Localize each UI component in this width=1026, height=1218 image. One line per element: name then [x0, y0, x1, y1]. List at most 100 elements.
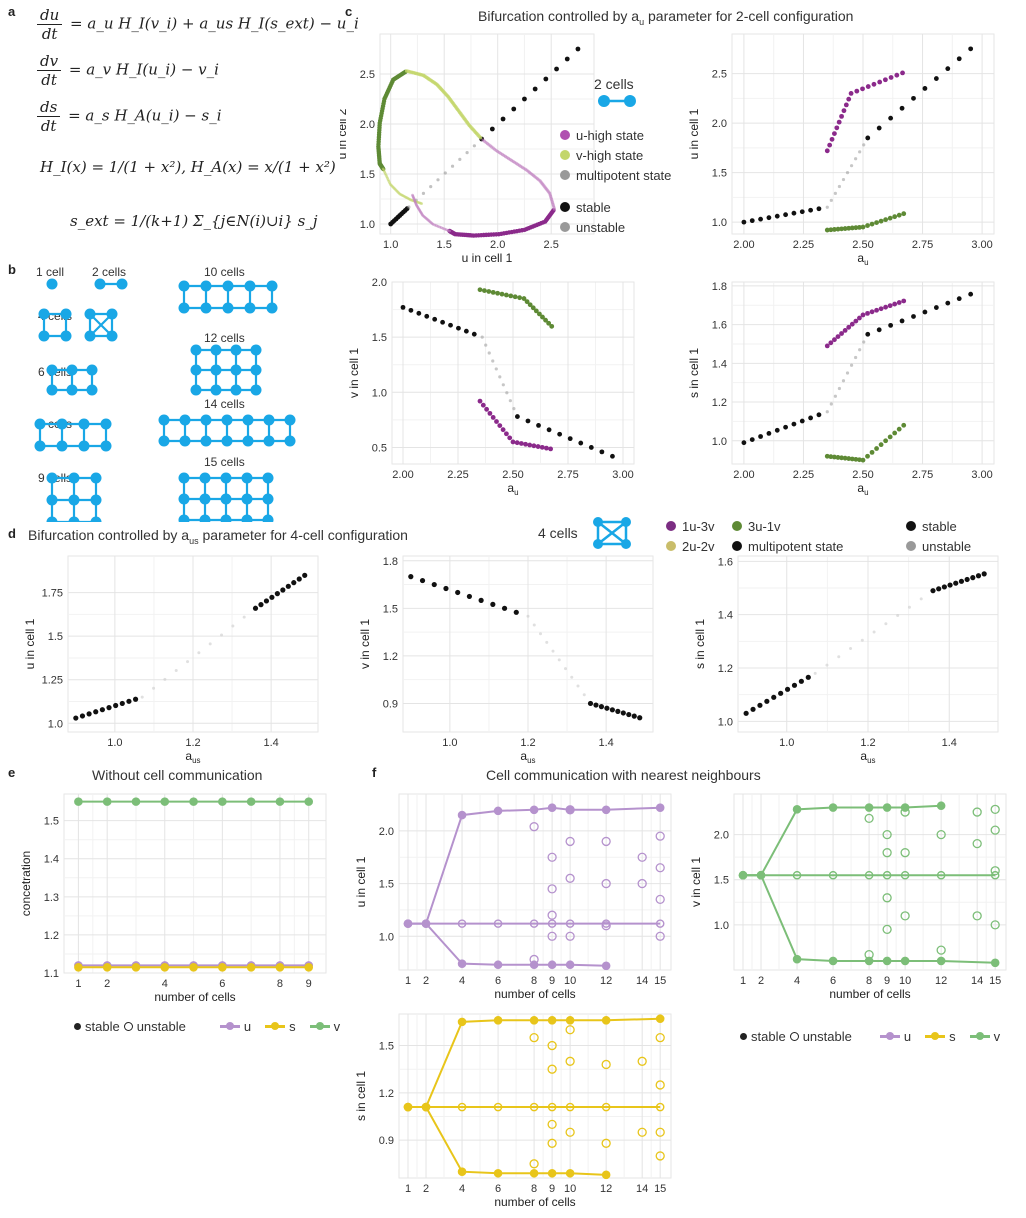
panel-c-title: Bifurcation controlled by au parameter f…	[478, 8, 853, 27]
multipotent-stable-point	[113, 702, 119, 709]
stable-point	[529, 1168, 539, 1178]
unstable-point	[637, 852, 647, 862]
unstable-point	[529, 1102, 539, 1112]
chart-f-ucell1: 1 2 4 6 8 9 10 12 14 15 1.0 1.5 2.0 number of cells u …	[354, 793, 672, 1001]
multipotent-unstable-point	[174, 668, 178, 672]
panel-label-e: e	[8, 765, 16, 780]
x-tick-label: 1.2	[185, 737, 200, 749]
unstable-point	[990, 870, 1000, 880]
legend-d-unstable: unstable	[906, 536, 971, 556]
multipotent-stable-point	[587, 700, 594, 707]
low-branch-stable-point	[857, 457, 862, 463]
stable-point	[882, 803, 892, 812]
stable-point	[246, 797, 256, 806]
high-branch-stable-point	[860, 312, 866, 318]
legend-panel-d-states: 1u-3v 3u-1v 2u-2v multipotent state	[666, 516, 843, 556]
stable-point	[493, 806, 503, 816]
high-branch-stable-point	[524, 299, 530, 305]
x-tick-label: 6	[830, 975, 836, 987]
x-tick-label: 2	[104, 978, 110, 990]
multipotent-stable-point	[455, 589, 461, 596]
high-branch-stable-point	[878, 306, 884, 312]
multipotent-stable-point	[522, 96, 527, 102]
config-10cells-node	[222, 280, 234, 292]
unstable-point	[565, 805, 575, 815]
low-branch-stable-point	[824, 227, 830, 233]
unstable-point	[655, 894, 665, 905]
multipotent-unstable-point	[545, 640, 549, 644]
stable-point	[457, 959, 467, 968]
stable-point	[218, 962, 227, 972]
config-6cells-node	[46, 364, 58, 376]
low-branch-stable-point	[828, 454, 834, 460]
multipotent-unstable-point	[494, 367, 498, 371]
unstable-point	[601, 1102, 611, 1112]
legend-c-title: 2 cells	[594, 76, 634, 92]
multipotent-stable-point	[263, 598, 270, 604]
low-branch-stable-point	[869, 449, 875, 455]
unstable-point	[655, 863, 665, 873]
x-tick-label: 1	[740, 975, 746, 987]
multipotent-stable-point	[620, 710, 626, 716]
legend-f-v-line	[969, 1031, 990, 1040]
unstable-point	[547, 1102, 557, 1112]
stable-point	[74, 962, 83, 972]
multipotent-stable-point	[466, 593, 473, 600]
config-14cells-node	[200, 435, 212, 447]
stable-point	[189, 962, 198, 972]
multipotent-unstable-point	[498, 375, 502, 379]
multipotent-stable-point	[876, 125, 882, 131]
equation-dv: dv dt = a_v H_I(u_i) − v_i	[34, 52, 219, 89]
y-axis-label: u in cell 2	[340, 108, 349, 159]
low-branch-stable-point	[869, 221, 875, 227]
panel-label-c: c	[345, 4, 353, 19]
stable-point	[547, 1168, 557, 1178]
multipotent-stable-point	[126, 698, 132, 704]
low-branch-stable-point	[865, 453, 870, 459]
unstable-point	[565, 1102, 575, 1112]
config-6cells-node	[66, 384, 78, 396]
multipotent-stable-point	[302, 572, 308, 578]
multipotent-stable-point	[953, 580, 959, 586]
multipotent-stable-point	[637, 715, 643, 721]
stable-point	[601, 1016, 611, 1025]
multipotent-stable-point	[766, 431, 772, 436]
config-6cells-node	[46, 384, 58, 396]
multipotent-stable-point	[930, 588, 936, 594]
x-tick-label: 1.0	[383, 239, 398, 251]
high-branch-stable-point	[504, 292, 509, 298]
unstable-point	[655, 1102, 665, 1112]
config-15cells-node	[262, 514, 274, 522]
multipotent-stable-point	[933, 76, 939, 81]
y-tick-label: 1.2	[379, 1088, 394, 1100]
eq1-rhs: = a_u H_I(v_i) + a_us H_I(s_ext) − u_i	[70, 14, 359, 33]
low-branch-stable-point	[507, 435, 513, 441]
config-15cells-node	[178, 514, 190, 522]
y-axis-label: v in cell 1	[347, 348, 361, 398]
panel-c-title-pre: Bifurcation controlled by a	[478, 8, 640, 24]
multipotent-stable-point	[783, 424, 788, 430]
multipotent-stable-point	[291, 580, 297, 586]
unstable-point	[547, 910, 557, 920]
config-12cells-node	[250, 344, 262, 356]
legend-e-unstable: unstable	[136, 1018, 186, 1034]
multipotent-stable-point	[911, 95, 916, 101]
multipotent-stable-point	[750, 706, 756, 712]
unstable-point	[529, 1033, 539, 1043]
multipotent-stable-point	[771, 694, 777, 700]
high-branch-stable-point	[835, 334, 841, 339]
y-tick-label: 1.25	[42, 675, 63, 687]
config-14cells-node	[158, 414, 170, 426]
multipotent-unstable-point	[429, 185, 433, 189]
stable-point	[493, 960, 503, 970]
unstable-point	[601, 836, 611, 847]
legend-c-multipotent: multipotent state	[560, 165, 671, 185]
panel-f-title: Cell communication with nearest neighbou…	[486, 767, 761, 783]
unstable-point	[529, 954, 539, 965]
legend-d-3u1v: 3u-1v	[732, 516, 781, 536]
multipotent-stable-point	[543, 76, 549, 82]
legend-f-stable-dot	[740, 1032, 747, 1040]
multipotent-stable-point	[456, 325, 461, 331]
multipotent-unstable-point	[231, 624, 235, 628]
legend-e-stable-dot	[74, 1022, 81, 1030]
